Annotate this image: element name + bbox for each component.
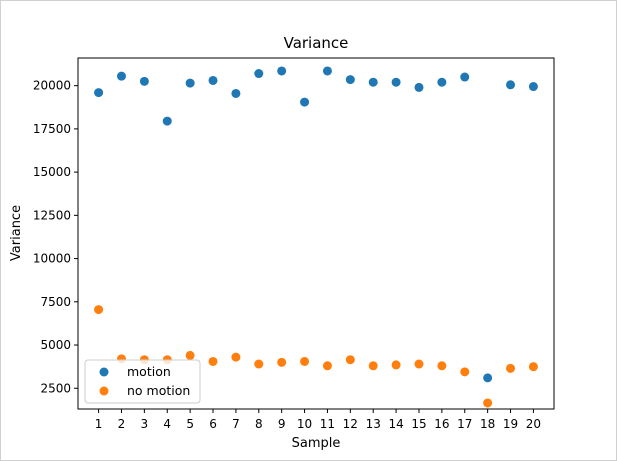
point-no-motion (345, 355, 355, 365)
x-tick-label: 9 (278, 417, 286, 431)
y-tick-label: 7500 (40, 295, 71, 309)
y-tick-label: 10000 (33, 252, 71, 266)
point-motion (139, 76, 149, 86)
legend-box (84, 359, 201, 404)
x-axis-label: Sample (292, 436, 341, 451)
y-axis-label: Variance (9, 205, 24, 261)
point-motion (322, 66, 332, 76)
point-motion (345, 75, 355, 85)
plot-frame (77, 57, 555, 410)
point-no-motion (231, 352, 241, 362)
y-tick-label: 2500 (40, 381, 71, 395)
x-tick-label: 15 (411, 417, 426, 431)
legend-marker-motion (99, 367, 109, 377)
data-points (94, 66, 538, 408)
point-no-motion (391, 360, 401, 370)
point-no-motion (414, 359, 424, 369)
x-tick-label: 16 (434, 417, 449, 431)
point-motion (528, 82, 538, 92)
legend: motion no motion (84, 359, 201, 404)
point-motion (437, 77, 447, 87)
y-tick-label: 5000 (40, 338, 71, 352)
point-no-motion (437, 361, 447, 371)
x-tick-label: 11 (320, 417, 335, 431)
point-motion (368, 77, 378, 87)
x-tick-label: 3 (141, 417, 149, 431)
y-axis: 2500 5000 7500 10000 12500 15000 17500 20000 (33, 79, 78, 395)
plot-background (78, 58, 554, 409)
point-no-motion (368, 361, 378, 371)
y-tick-label: 17500 (33, 122, 71, 136)
point-no-motion (322, 361, 332, 371)
point-no-motion (483, 398, 493, 408)
point-motion (116, 71, 126, 81)
x-tick-label: 4 (163, 417, 171, 431)
point-motion (254, 69, 264, 79)
y-tick-label: 20000 (33, 79, 71, 93)
point-no-motion (460, 367, 470, 377)
x-tick-label: 2 (118, 417, 126, 431)
point-no-motion (208, 356, 218, 366)
x-tick-label: 6 (209, 417, 217, 431)
point-motion (185, 78, 195, 88)
x-tick-label: 5 (186, 417, 194, 431)
point-motion (391, 77, 401, 87)
x-tick-label: 17 (457, 417, 472, 431)
x-tick-label: 7 (232, 417, 240, 431)
point-motion (300, 97, 310, 107)
chart-title: Variance (284, 34, 349, 52)
point-no-motion (300, 356, 310, 366)
legend-marker-no-motion (99, 386, 109, 396)
point-no-motion (94, 305, 104, 315)
y-tick-label: 15000 (33, 165, 71, 179)
x-tick-label: 1 (95, 417, 103, 431)
point-motion (460, 72, 470, 82)
point-motion (94, 88, 104, 98)
point-no-motion (528, 362, 538, 372)
x-tick-label: 14 (388, 417, 403, 431)
x-tick-label: 8 (255, 417, 263, 431)
x-tick-label: 12 (343, 417, 358, 431)
point-motion (208, 75, 218, 85)
point-motion (506, 80, 516, 90)
point-no-motion (277, 357, 287, 367)
x-tick-label: 19 (503, 417, 518, 431)
point-motion (414, 82, 424, 92)
x-tick-label: 13 (366, 417, 381, 431)
point-motion (277, 66, 287, 76)
x-tick-label: 10 (297, 417, 312, 431)
point-motion (162, 116, 172, 126)
point-motion (231, 88, 241, 98)
point-no-motion (185, 350, 195, 360)
point-no-motion (254, 359, 264, 369)
legend-label-no-motion: no motion (127, 383, 190, 398)
point-no-motion (506, 363, 516, 373)
x-tick-label: 20 (526, 417, 541, 431)
y-tick-label: 12500 (33, 208, 71, 222)
point-motion (483, 373, 493, 383)
legend-label-motion: motion (127, 364, 171, 379)
x-tick-label: 18 (480, 417, 495, 431)
x-axis: 1 2 3 4 5 6 7 8 9 10 11 12 13 14 15 16 17 18 19 20 (95, 409, 541, 431)
